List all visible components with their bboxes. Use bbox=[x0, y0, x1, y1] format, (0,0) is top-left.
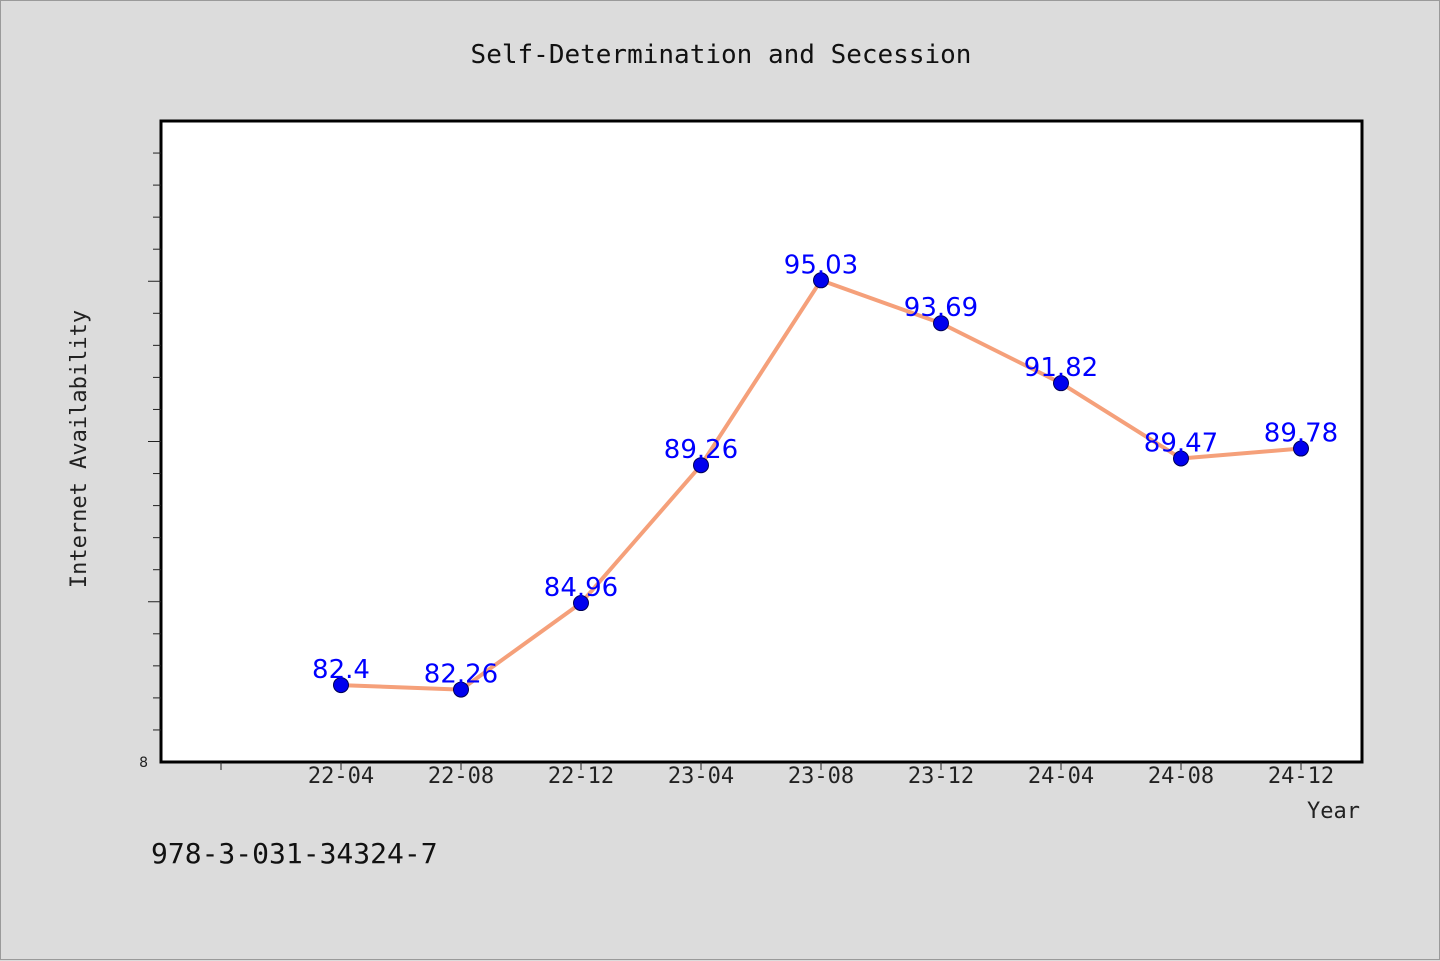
data-label: 82.4 bbox=[312, 655, 370, 685]
data-label: 89.47 bbox=[1144, 428, 1218, 458]
x-tick-label: 22-08 bbox=[428, 764, 494, 789]
data-point-marker bbox=[453, 681, 469, 698]
x-axis-label: Year bbox=[1307, 799, 1360, 824]
series-layer: 82.4 82.26 84.96 89.26 95.03 93.69 91.82 89.47 8… bbox=[312, 250, 1338, 698]
y-axis-ticks bbox=[148, 152, 161, 731]
data-label: 82.26 bbox=[424, 660, 498, 690]
data-label: 93.69 bbox=[904, 293, 978, 323]
data-point-marker bbox=[1053, 375, 1069, 392]
data-point-marker bbox=[1173, 450, 1189, 467]
data-point-marker bbox=[573, 595, 589, 612]
data-point-marker bbox=[1293, 440, 1309, 457]
data-label: 95.03 bbox=[784, 250, 858, 280]
data-point-marker bbox=[693, 457, 709, 474]
x-tick-label: 24-12 bbox=[1268, 764, 1334, 789]
plot-area bbox=[159, 119, 1364, 764]
x-tick-label: 23-12 bbox=[908, 764, 974, 789]
data-label: 91.82 bbox=[1024, 353, 1098, 383]
data-point-marker bbox=[333, 677, 349, 694]
data-point-marker bbox=[813, 272, 829, 289]
x-axis-ticks: 22-04 22-08 22-12 23-04 23-08 23-12 24-04 24-08… bbox=[220, 762, 1334, 789]
chart-title: Self-Determination and Secession bbox=[471, 40, 972, 70]
x-tick-label: 22-04 bbox=[308, 764, 374, 789]
data-point-marker bbox=[933, 315, 949, 332]
x-tick-label: 24-04 bbox=[1028, 764, 1094, 789]
x-tick-label: 23-08 bbox=[788, 764, 854, 789]
data-label: 84.96 bbox=[544, 573, 618, 603]
x-tick-label: 24-08 bbox=[1148, 764, 1214, 789]
x-tick-label: 23-04 bbox=[668, 764, 734, 789]
x-tick-label: 22-12 bbox=[548, 764, 614, 789]
y-tick-label-min: 8 bbox=[139, 755, 148, 771]
data-label: 89.78 bbox=[1264, 419, 1338, 449]
data-label: 89.26 bbox=[664, 435, 738, 465]
footer-isbn: 978-3-031-34324-7 bbox=[151, 837, 438, 870]
y-axis-label: Internet Availability bbox=[67, 310, 92, 588]
